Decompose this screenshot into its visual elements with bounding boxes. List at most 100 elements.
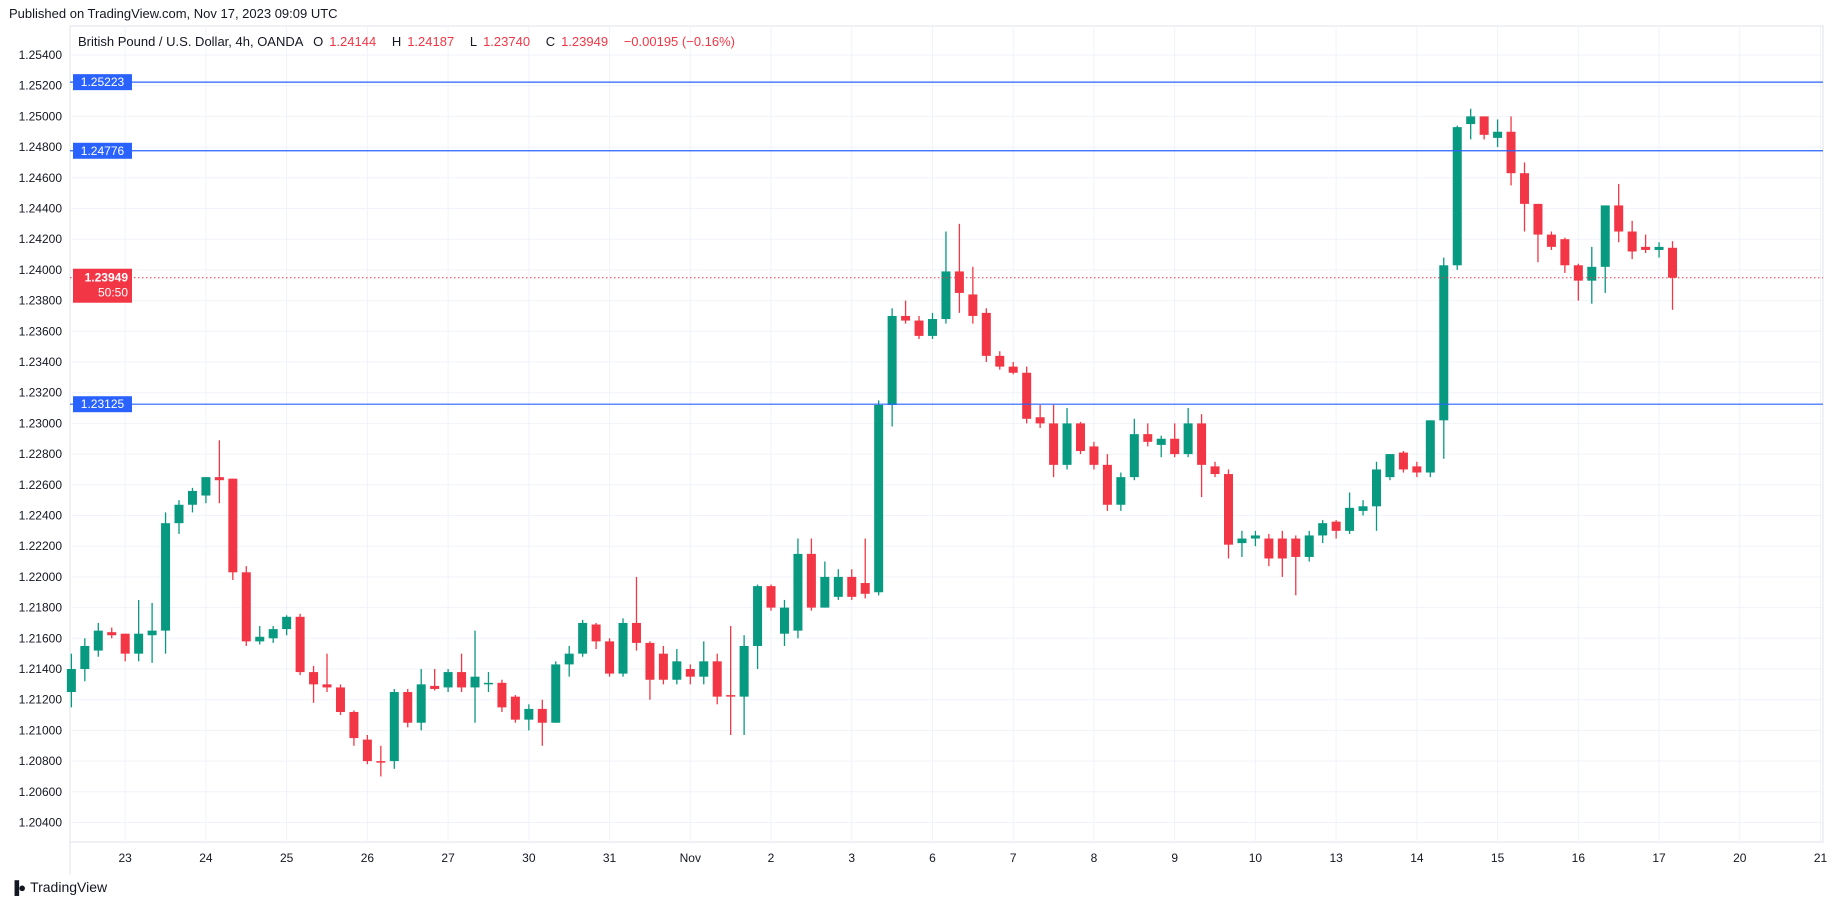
candle-down [430, 669, 440, 691]
x-tick-label: 31 [603, 851, 617, 865]
level-price-label: 1.23125 [81, 397, 125, 411]
candle-body [443, 672, 453, 688]
candle-body [1439, 265, 1449, 421]
candle-body [927, 319, 937, 336]
candle-down [1291, 535, 1301, 596]
x-tick-label: 30 [522, 851, 536, 865]
symbol-title[interactable]: British Pound / U.S. Dollar, 4h, OANDA [78, 34, 304, 49]
candle-body [779, 607, 789, 634]
x-tick-label: 10 [1249, 851, 1263, 865]
candle-down [1641, 234, 1651, 254]
candle-down [1102, 454, 1112, 511]
candle-down [685, 664, 695, 685]
candle-body [591, 624, 601, 642]
candle-body [93, 630, 103, 651]
open-label: O [313, 34, 324, 49]
y-tick-label: 1.21000 [19, 723, 63, 737]
candle-down [1560, 237, 1570, 273]
candle-down [1520, 162, 1530, 232]
candle-up [820, 561, 830, 608]
candle-body [981, 312, 991, 356]
footer-brand[interactable]: ▐● TradingView [10, 879, 107, 895]
candle-body [187, 490, 197, 505]
candle-body [1089, 446, 1099, 465]
candle-body [1479, 116, 1489, 135]
candle-up [1439, 257, 1449, 459]
candle-down [914, 315, 924, 339]
candle-body [605, 641, 615, 674]
candle-up [282, 615, 292, 636]
candle-up [618, 618, 628, 677]
candle-up [1304, 530, 1314, 562]
x-tick-label: 24 [199, 851, 213, 865]
candle-body [282, 616, 292, 630]
candle-body [524, 708, 534, 720]
candle-up [443, 669, 453, 693]
x-tick-label: 17 [1652, 851, 1666, 865]
candle-body [1318, 523, 1328, 536]
candle-body [376, 761, 386, 763]
candle-body [874, 404, 884, 593]
y-tick-label: 1.21800 [19, 601, 63, 615]
x-tick-label: 6 [929, 851, 936, 865]
candle-up [1345, 492, 1355, 534]
candle-down [1170, 423, 1180, 458]
candle-up [1183, 408, 1193, 458]
candle-up [927, 312, 937, 339]
candle-down [1277, 530, 1287, 577]
level-price-tag [73, 74, 132, 91]
candle-body [1641, 246, 1651, 250]
candle-body [295, 616, 305, 673]
candle-body [1425, 420, 1435, 473]
candle-body [107, 632, 117, 636]
last-price-tag [73, 268, 132, 303]
candle-body [1170, 438, 1180, 455]
candle-up [551, 661, 561, 723]
high-label: H [391, 34, 402, 49]
candle-down [1264, 533, 1274, 567]
y-tick-label: 1.22400 [19, 509, 63, 523]
candle-body [1291, 538, 1301, 557]
candle-body [941, 271, 951, 320]
candle-up [1600, 205, 1610, 293]
x-tick-label: 16 [1572, 851, 1586, 865]
candle-body [739, 645, 749, 697]
candle-down [349, 710, 359, 746]
level-price-label: 1.25223 [81, 75, 125, 89]
candle-down [457, 653, 467, 693]
candle-down [510, 695, 520, 723]
candle-down [1479, 116, 1489, 140]
candle-up [1654, 242, 1664, 258]
candle-body [1049, 423, 1059, 465]
candle-down [497, 679, 507, 712]
candle-down [847, 569, 857, 600]
candle-body [349, 711, 359, 739]
y-tick-label: 1.23000 [19, 416, 63, 430]
candle-up [268, 626, 278, 643]
candle-body [1008, 366, 1018, 373]
x-tick-label: 13 [1329, 851, 1343, 865]
candle-body [954, 271, 964, 293]
candle-body [618, 622, 628, 674]
candle-body [645, 642, 655, 680]
candle-down [1210, 461, 1220, 478]
candle-up [255, 626, 265, 645]
candle-body [1197, 423, 1207, 465]
candle-body [1358, 506, 1368, 511]
candle-up [1129, 418, 1139, 481]
y-tick-label: 1.24400 [19, 201, 63, 215]
candle-body [658, 653, 668, 680]
candle-body [1654, 246, 1664, 250]
candle-down [1614, 183, 1624, 243]
candle-down [1022, 366, 1032, 424]
candle-up [1116, 472, 1126, 511]
candle-body [564, 653, 574, 665]
candle-down [295, 613, 305, 676]
candle-down [766, 584, 776, 611]
y-tick-label: 1.25000 [19, 109, 63, 123]
candle-body [228, 478, 238, 573]
x-tick-label: 2 [768, 851, 775, 865]
y-tick-label: 1.25400 [19, 48, 63, 62]
candle-up [470, 630, 480, 723]
